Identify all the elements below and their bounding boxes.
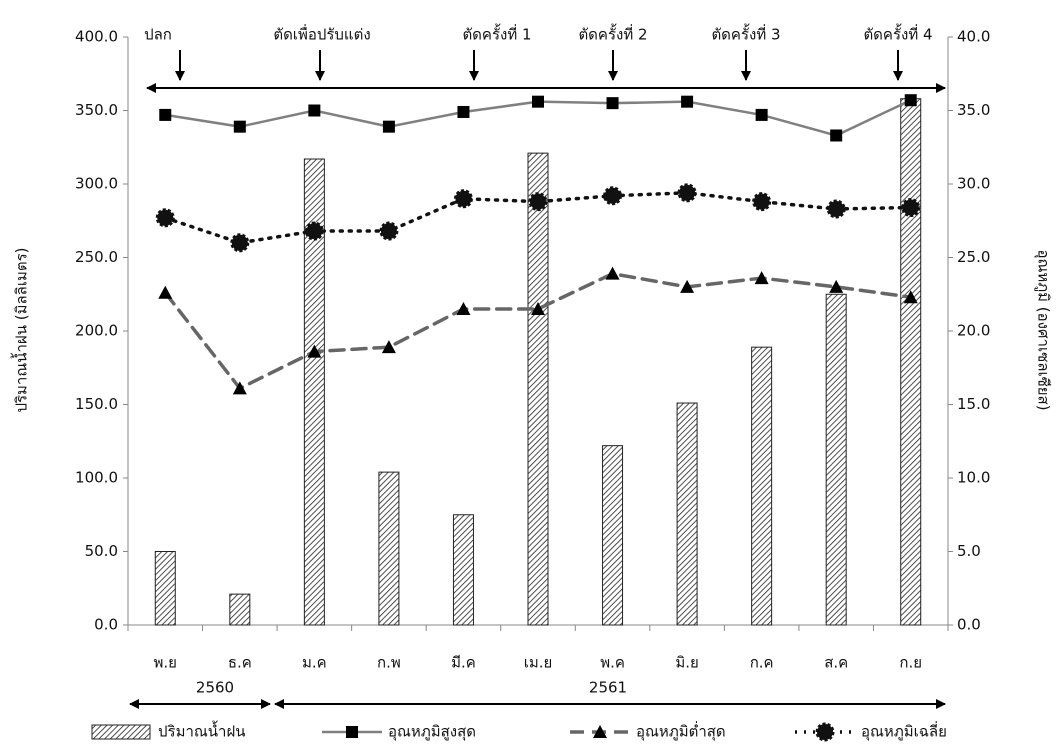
legend-marker [815,722,835,742]
marker [308,104,321,117]
y-axis-label: ปริมาณน้ำฝน (มิลลิเมตร) [11,247,31,412]
marker [233,120,246,133]
annotation: ปลก [144,26,172,44]
marker [606,97,619,110]
marker [681,95,694,108]
marker [755,108,768,121]
x-tick-label: พ.ย [154,654,177,672]
y-tick-label: 250.0 [75,248,118,266]
bar [676,402,698,626]
year-label: 2560 [196,679,234,697]
legend-label: อุณหภูมิต่ำสุด [636,721,726,742]
marker [830,129,843,142]
legend-marker [593,725,607,738]
marker [453,189,473,209]
bar [900,98,922,626]
bar [452,514,474,626]
y-tick-label: 300.0 [75,175,118,193]
y-tick-label: 50.0 [85,542,118,560]
y2-tick-label: 20.0 [957,322,990,340]
x-tick-label: ก.ค [750,654,774,672]
bar [751,346,773,626]
x-tick-label: พ.ค [600,654,625,672]
bar [602,445,624,626]
x-tick-label: ก.ย [899,654,922,672]
y-tick-label: 400.0 [75,28,118,46]
y-tick-label: 0.0 [94,616,118,634]
marker [381,340,396,354]
bar [378,471,400,626]
marker [901,198,921,218]
marker [903,290,918,304]
marker [232,381,247,395]
x-tick-label: ม.ค [302,654,327,672]
marker [904,94,917,107]
annotation: ตัดครั้งที่ 1 [462,24,531,44]
y2-tick-label: 5.0 [957,542,981,560]
x-tick-label: มิ.ย [675,654,698,672]
annotation: ตัดครั้งที่ 4 [863,24,932,44]
year-label: 2561 [589,679,627,697]
y-tick-label: 350.0 [75,101,118,119]
marker [680,279,695,293]
x-tick-label: ก.พ [377,654,401,672]
marker [307,344,322,358]
x-tick-label: มี.ค [451,654,476,672]
bar [825,293,847,626]
y2-tick-label: 30.0 [957,175,990,193]
marker [677,183,697,203]
marker [754,271,769,285]
bar [527,152,549,626]
marker [826,199,846,219]
annotation: ตัดครั้งที่ 2 [578,24,647,44]
legend-marker [346,726,358,738]
legend-swatch [91,724,151,740]
y2-tick-label: 15.0 [957,395,990,413]
y-tick-label: 150.0 [75,395,118,413]
bar [303,158,325,626]
legend-label: อุณหภูมิสูงสุด [388,723,476,742]
bar [229,593,251,626]
marker [379,221,399,241]
marker [829,279,844,293]
marker [304,221,324,241]
marker [158,285,173,299]
marker [159,108,172,121]
x-tick-label: ส.ค [824,654,848,672]
marker [528,192,548,212]
y2-axis-label: อุณหภูมิ (องศาเซลเซียส) [1034,249,1053,410]
annotation: ตัดเพื่อปรับแต่ง [273,24,370,44]
marker [752,192,772,212]
y2-tick-label: 40.0 [957,28,990,46]
marker [605,266,620,280]
marker [603,186,623,206]
marker [456,301,471,315]
x-tick-label: ธ.ค [228,654,252,672]
legend-label: ปริมาณน้ำฝน [158,721,246,741]
marker [531,301,545,315]
annotation: ตัดครั้งที่ 3 [711,24,780,44]
marker [155,208,175,228]
y-tick-label: 100.0 [75,469,118,487]
y2-tick-label: 0.0 [957,616,981,634]
marker [382,120,395,133]
y2-tick-label: 25.0 [957,248,990,266]
line [163,191,913,245]
line [163,271,913,391]
y-tick-label: 200.0 [75,322,118,340]
marker [457,105,470,118]
x-tick-label: เม.ย [524,654,553,672]
y2-tick-label: 35.0 [957,101,990,119]
marker [532,95,544,108]
legend-label: อุณหภูมิเฉลี่ย [861,721,947,742]
y2-tick-label: 10.0 [957,469,990,487]
bar [154,551,176,626]
marker [230,233,250,253]
